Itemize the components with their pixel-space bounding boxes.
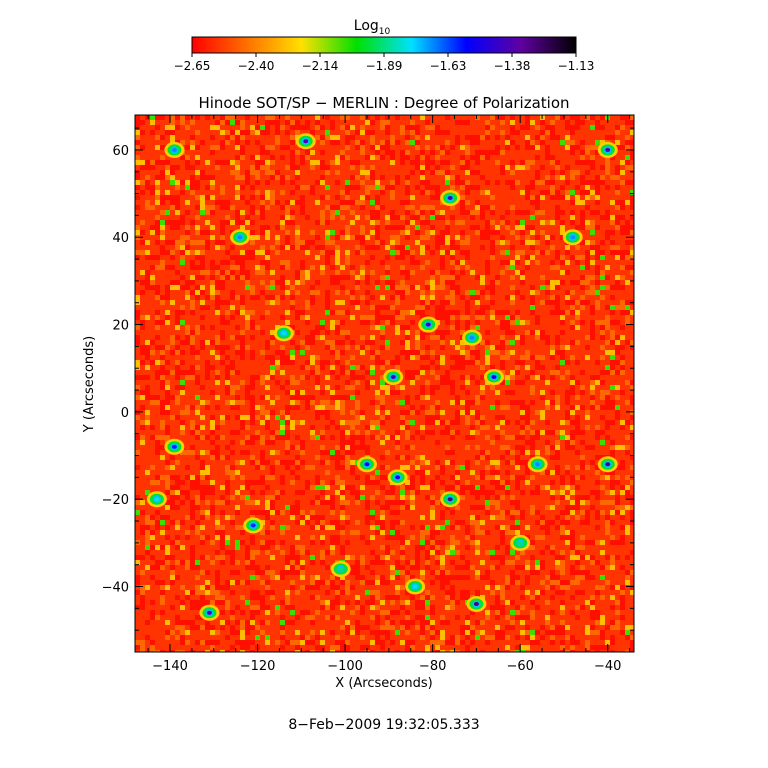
colorbar-tick-label: −1.63 — [430, 59, 467, 73]
polarization-patch — [510, 534, 531, 551]
x-tick-label: −60 — [506, 659, 533, 674]
colorbar-tick-label: −1.38 — [494, 59, 531, 73]
polarization-patch — [356, 456, 377, 473]
colorbar — [191, 36, 577, 54]
y-tick-label: 20 — [112, 319, 129, 334]
polarization-map — [135, 115, 634, 652]
polarization-patch — [330, 561, 351, 578]
x-tick-label: −120 — [240, 659, 276, 674]
y-tick-label: −40 — [102, 581, 129, 596]
polarization-patch — [230, 229, 251, 246]
colorbar-ticks: −2.65 −2.40 −2.14 −1.89 −1.63 −1.38 −1.13 — [174, 53, 595, 73]
polarization-patch — [440, 189, 461, 206]
polarization-patch — [164, 438, 185, 455]
polarization-patch — [405, 578, 426, 595]
granulation-texture — [135, 115, 634, 652]
polarization-patch — [295, 133, 316, 150]
polarization-patch — [418, 316, 439, 333]
timestamp: 8−Feb−2009 19:32:05.333 — [288, 717, 479, 733]
polarization-patch — [440, 491, 461, 508]
y-axis-label: Y (Arcseconds) — [82, 336, 97, 433]
strong-patches — [146, 133, 618, 621]
polarization-patch — [562, 229, 583, 246]
colorbar-tick-label: −1.89 — [366, 59, 403, 73]
y-tick-label: 40 — [112, 231, 129, 246]
colorbar-tick-label: −2.40 — [238, 59, 275, 73]
polarization-patch — [483, 368, 504, 385]
y-tick-label: 60 — [112, 144, 129, 159]
colorbar-tick-label: −1.13 — [558, 59, 595, 73]
polarization-patch — [462, 329, 483, 346]
x-tick-label: −100 — [327, 659, 363, 674]
polarization-patch — [597, 141, 618, 158]
polarization-patch — [164, 141, 185, 158]
colorbar-tick-label: −2.65 — [174, 59, 211, 73]
polarization-patch — [466, 595, 487, 612]
polarization-patch — [243, 517, 264, 534]
x-tick-label: −140 — [152, 659, 188, 674]
polarization-patch — [273, 325, 294, 342]
x-tick-label: −40 — [594, 659, 621, 674]
colorbar-label: Log10 — [354, 18, 391, 37]
y-tick-label: −20 — [102, 493, 129, 508]
polarization-patch — [597, 456, 618, 473]
polarization-patch — [146, 491, 167, 508]
polarization-patch — [199, 604, 220, 621]
chart-title: Hinode SOT/SP − MERLIN : Degree of Polar… — [198, 94, 569, 112]
polarization-patch — [527, 456, 548, 473]
colorbar-tick-label: −2.14 — [302, 59, 339, 73]
y-axis: −40 −20 0 20 40 60 — [102, 127, 634, 631]
polarization-patch — [387, 469, 408, 486]
x-axis-label: X (Arcseconds) — [335, 676, 432, 691]
polarization-patch — [383, 368, 404, 385]
x-axis: −140 −120 −100 −80 −60 −40 — [147, 115, 631, 674]
y-tick-label: 0 — [121, 406, 129, 421]
x-tick-label: −80 — [419, 659, 446, 674]
plot-frame — [134, 114, 635, 653]
